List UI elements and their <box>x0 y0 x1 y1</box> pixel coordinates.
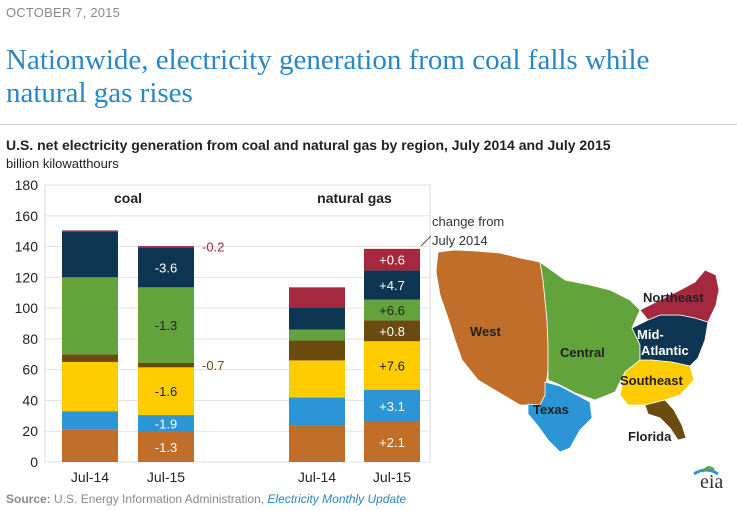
source-text: U.S. Energy Information Administration, <box>54 492 265 506</box>
bar-coal-jul-15-mid-atlantic <box>138 247 194 288</box>
group-labels: coal natural gas <box>114 190 392 206</box>
eia-logo-text: eia <box>700 471 723 493</box>
bar-natural-gas-jul-15-texas <box>364 389 420 422</box>
change-label-natural-gas-texas: +3.1 <box>379 399 405 414</box>
y-tick-label: 100 <box>15 300 39 316</box>
change-label-natural-gas-west: +2.1 <box>379 435 405 450</box>
bar-natural-gas-jul-14-texas <box>289 397 345 426</box>
change-label-natural-gas-southeast: +7.6 <box>379 358 405 373</box>
bar-natural-gas-jul-15-mid-atlantic <box>364 270 420 300</box>
map-label-west: West <box>470 324 501 339</box>
map-region-texas <box>527 381 593 453</box>
map-labels: West Central Texas Mid-Atlantic Southeast Flo… <box>470 290 704 444</box>
eia-logo: eia <box>693 466 723 493</box>
change-annotation: change from July 2014 <box>420 214 504 248</box>
bar-coal-jul-15-northeast <box>138 246 194 248</box>
bar-natural-gas-jul-15-florida <box>364 320 420 342</box>
bar-natural-gas-jul-14-southeast <box>289 360 345 398</box>
map-label-florida: Florida <box>628 429 672 444</box>
map-region-northeast <box>639 269 720 323</box>
y-tick-label: 40 <box>22 392 38 408</box>
change-label-coal-west: -1.3 <box>155 440 177 455</box>
source-label: Source: <box>6 492 51 506</box>
bar-coal-jul-14-texas <box>62 411 118 430</box>
source-publication-link[interactable]: Electricity Monthly Update <box>267 492 407 506</box>
annotation-line-2: July 2014 <box>432 233 488 248</box>
bar-natural-gas-jul-14-mid-atlantic <box>289 307 345 330</box>
bar-natural-gas-jul-15-west <box>364 421 420 462</box>
map-label-texas: Texas <box>533 402 569 417</box>
bar-natural-gas-jul-15-central <box>364 299 420 321</box>
map-label-mid-atlantic-line-2: Atlantic <box>641 343 689 358</box>
change-label-coal-northeast: -0.2 <box>202 240 224 255</box>
annotation-leader-line <box>420 235 432 247</box>
group-label-natural-gas: natural gas <box>317 190 392 206</box>
bar-coal-jul-14-west <box>62 429 118 462</box>
x-tick-label: Jul-15 <box>373 469 411 485</box>
x-tick-label: Jul-15 <box>147 469 185 485</box>
map-label-northeast: Northeast <box>643 290 704 305</box>
y-axis-unit-label: billion kilowatthours <box>6 156 119 171</box>
headline: Nationwide, electricity generation from … <box>6 44 650 109</box>
bar-natural-gas-jul-14-florida <box>289 340 345 361</box>
bar-natural-gas-jul-15-southeast <box>364 341 420 390</box>
y-tick-label: 160 <box>15 208 39 224</box>
change-label-natural-gas-florida: +0.8 <box>379 324 405 339</box>
bar-coal-jul-14-mid-atlantic <box>62 231 118 278</box>
bar-natural-gas-jul-14-central <box>289 329 345 341</box>
x-tick-label: Jul-14 <box>298 469 336 485</box>
bar-coal-jul-15-central <box>138 287 194 363</box>
change-label-natural-gas-central: +6.6 <box>379 303 405 318</box>
y-tick-label: 20 <box>22 423 38 439</box>
bar-coal-jul-14-florida <box>62 354 118 362</box>
bar-coal-jul-15-west <box>138 431 194 462</box>
bars: -0.2 -3.6 -1.3 -0.7 -1.6 -1.9 -1.3 +0.6 +4.7 +6.6… <box>62 230 420 462</box>
logo-leaf-icon <box>701 466 715 473</box>
y-tick-label: 80 <box>22 331 38 347</box>
y-tick-label: 60 <box>22 362 38 378</box>
annotation-line-1: change from <box>432 214 504 229</box>
source-line: Source: U.S. Energy Information Administ… <box>6 492 406 506</box>
bar-coal-jul-15-florida <box>138 362 194 368</box>
bar-coal-jul-14-central <box>62 277 118 355</box>
change-label-coal-southeast: -1.6 <box>155 384 177 399</box>
map-region-florida <box>644 399 687 441</box>
map-label-mid-atlantic-line-1: Mid- <box>637 327 664 342</box>
bar-natural-gas-jul-14-northeast <box>289 287 345 308</box>
x-tick-label: Jul-14 <box>71 469 109 485</box>
y-tick-label: 120 <box>15 269 39 285</box>
us-region-map <box>435 249 720 453</box>
map-label-central: Central <box>560 345 605 360</box>
change-label-natural-gas-mid-atlantic: +4.7 <box>379 278 405 293</box>
change-label-coal-central: -1.3 <box>155 318 177 333</box>
bar-coal-jul-15-texas <box>138 415 194 432</box>
bar-natural-gas-jul-14-west <box>289 425 345 462</box>
y-axis: 0 20 40 60 80 100 120 140 160 180 <box>15 177 39 470</box>
map-region-central <box>539 261 641 401</box>
map-label-southeast: Southeast <box>620 373 684 388</box>
x-axis-labels: Jul-14 Jul-15 Jul-14 Jul-15 <box>71 469 411 485</box>
group-label-coal: coal <box>114 190 142 206</box>
divider <box>0 124 737 125</box>
chart-title: U.S. net electricity generation from coa… <box>6 137 611 153</box>
y-tick-label: 140 <box>15 239 39 255</box>
change-label-coal-mid-atlantic: -3.6 <box>155 260 177 275</box>
bar-coal-jul-14-southeast <box>62 361 118 412</box>
bar-coal-jul-14-northeast <box>62 230 118 232</box>
y-tick-label: 180 <box>15 177 39 193</box>
date-label: OCTOBER 7, 2015 <box>6 5 121 20</box>
y-tick-label: 0 <box>30 454 38 470</box>
change-label-natural-gas-northeast: +0.6 <box>379 253 405 268</box>
bar-coal-jul-15-southeast <box>138 367 194 416</box>
change-label-coal-texas: -1.9 <box>155 417 177 432</box>
bar-natural-gas-jul-15-northeast <box>364 248 420 271</box>
change-label-coal-florida: -0.7 <box>202 358 224 373</box>
